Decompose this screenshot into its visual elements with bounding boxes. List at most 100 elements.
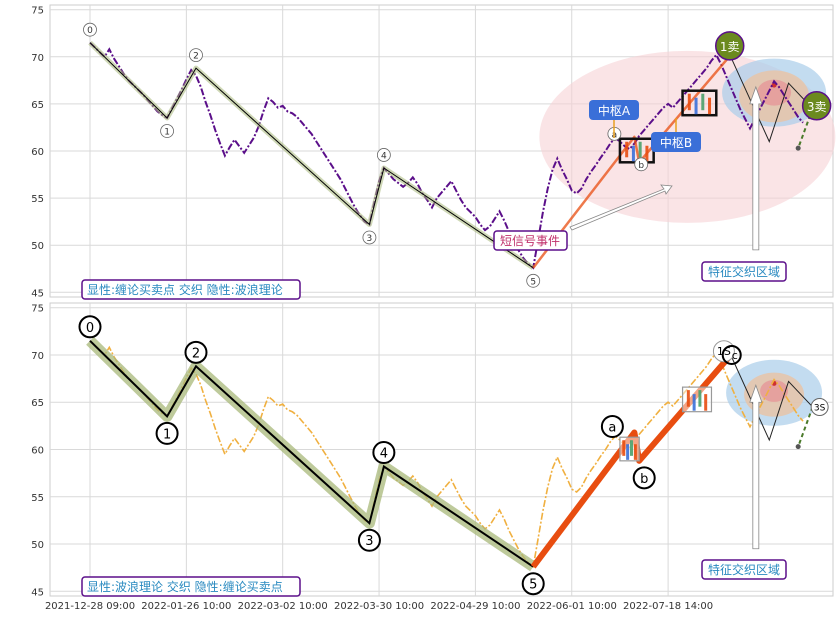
- wave-point-label: 3: [367, 234, 373, 244]
- wave-point-label: 3: [365, 534, 373, 549]
- wave-point-label: 1: [163, 427, 171, 442]
- y-tick-label: 65: [31, 398, 44, 409]
- wave-point-label: 1: [164, 128, 170, 138]
- chan-point-marker: [600, 414, 624, 438]
- x-tick-label: 2022-01-26 10:00: [141, 601, 231, 612]
- sell-point-label: 1卖: [720, 40, 740, 54]
- panel-top: 45505560657075012345ab1卖3卖特征交织区域显性:缠论买卖点…: [31, 4, 836, 300]
- chan-point-marker: [721, 344, 742, 365]
- wave-point-marker: [155, 421, 179, 445]
- zhongshu-candle: [626, 444, 630, 460]
- x-tick-label: 2022-04-29 10:00: [430, 601, 520, 612]
- y-tick-label: 70: [31, 53, 44, 64]
- y-tick-label: 60: [31, 147, 44, 158]
- y-tick-label: 55: [31, 493, 44, 504]
- zhongshu-candle: [692, 394, 696, 411]
- target-zone-red: [757, 79, 792, 106]
- x-tick-label: 2022-06-01 10:00: [527, 601, 617, 612]
- wave-point-label: 5: [530, 277, 536, 287]
- zhongshu-candle: [645, 145, 649, 162]
- wave-line: [89, 42, 534, 269]
- zhongshu-candle: [704, 394, 708, 411]
- short-signal-label: 短信号事件: [500, 234, 560, 248]
- wave-point-label: 4: [380, 447, 388, 462]
- legend-box: [81, 279, 301, 300]
- zhongshu-candle: [622, 440, 626, 456]
- wave-point-label: 0: [86, 321, 94, 336]
- projection-end-dot: [795, 145, 801, 151]
- chan-point-label: b: [638, 161, 644, 171]
- x-tick-label: 2021-12-28 09:00: [45, 601, 135, 612]
- zhongshu-candle: [631, 145, 635, 162]
- y-tick-label: 45: [31, 288, 44, 299]
- zhongshu-a-label: 中枢A: [598, 103, 631, 118]
- wave-point-label: 2: [192, 346, 200, 361]
- wave-point-marker: [526, 273, 541, 288]
- zhongshu-candle: [687, 93, 691, 111]
- sell-point-marker: [714, 31, 745, 61]
- y-tick-label: 75: [31, 304, 44, 315]
- legend-label: 显性:缠论买卖点 交织 隐性:波浪理论: [87, 282, 283, 297]
- y-tick-label: 50: [31, 241, 44, 252]
- zhongshu-candle: [686, 390, 690, 407]
- chan-bi-down: [730, 354, 813, 442]
- x-tick-label: 2022-07-18 14:00: [623, 601, 713, 612]
- wave-point-marker: [372, 441, 396, 465]
- chan-point-label: c: [732, 349, 738, 362]
- y-tick-label: 60: [31, 446, 44, 457]
- zhongshu-candle: [701, 93, 705, 111]
- projection-dashed: [797, 406, 814, 448]
- x-tick-label: 2022-03-30 10:00: [334, 601, 424, 612]
- sell-point-label: 3卖: [807, 100, 827, 114]
- short-signal-arrow: [569, 184, 673, 231]
- zhongshu-candle: [629, 440, 633, 456]
- zhongshu-a-label-bg: [589, 100, 639, 120]
- wave-point-marker: [160, 124, 174, 138]
- chan-point-label: b: [640, 472, 648, 487]
- x-tick-label: 2022-03-02 10:00: [238, 601, 328, 612]
- wave-point-marker: [184, 340, 208, 364]
- target-zone-red: [760, 379, 789, 402]
- wave-point-marker: [357, 528, 381, 552]
- zhongshu-candle: [625, 141, 629, 158]
- wave-point-label: 2: [193, 52, 199, 62]
- feature-zone-arrow: [749, 384, 763, 550]
- wave-point-marker: [362, 230, 377, 245]
- wave-line: [89, 340, 534, 568]
- zhongshu-candle: [633, 444, 637, 460]
- legend-box: [81, 576, 301, 597]
- chan-bi-down: [730, 56, 813, 143]
- zhongshu-candle: [638, 141, 642, 158]
- chan-bi-up: [532, 54, 732, 269]
- wave-point-marker: [376, 148, 391, 162]
- chan-point-label: a: [608, 420, 616, 435]
- feature-zone-arrow: [749, 85, 763, 251]
- y-tick-label: 45: [31, 587, 44, 598]
- feature-zone-box: [701, 261, 787, 282]
- sell-point-marker: [801, 91, 832, 121]
- legend-label: 显性:波浪理论 交织 隐性:缠论买卖点: [87, 579, 283, 594]
- wave-point-label: 5: [529, 578, 537, 593]
- projection-end-dot: [795, 444, 801, 450]
- y-tick-label: 75: [31, 6, 44, 17]
- chan-point-marker: [810, 397, 829, 416]
- feature-zone-box: [701, 559, 787, 580]
- wave-point-marker: [189, 48, 203, 63]
- zhongshu-b-label-bg: [651, 132, 701, 152]
- y-tick-label: 70: [31, 351, 44, 362]
- zhongshu-box: [681, 89, 718, 117]
- zhongshu-candle: [698, 390, 702, 407]
- chan-point-label: 3S: [814, 403, 826, 413]
- short-signal-box: [493, 230, 568, 251]
- y-tick-label: 55: [31, 194, 44, 205]
- zhongshu-candle: [708, 97, 712, 115]
- chan-point-marker: [634, 157, 649, 172]
- wave-point-label: 4: [381, 151, 387, 161]
- zhongshu-candle: [694, 97, 698, 115]
- y-tick-label: 65: [31, 100, 44, 111]
- wave-point-label: 0: [87, 26, 93, 36]
- wave-point-marker: [521, 572, 545, 596]
- feature-zone-label: 特征交织区域: [708, 264, 780, 279]
